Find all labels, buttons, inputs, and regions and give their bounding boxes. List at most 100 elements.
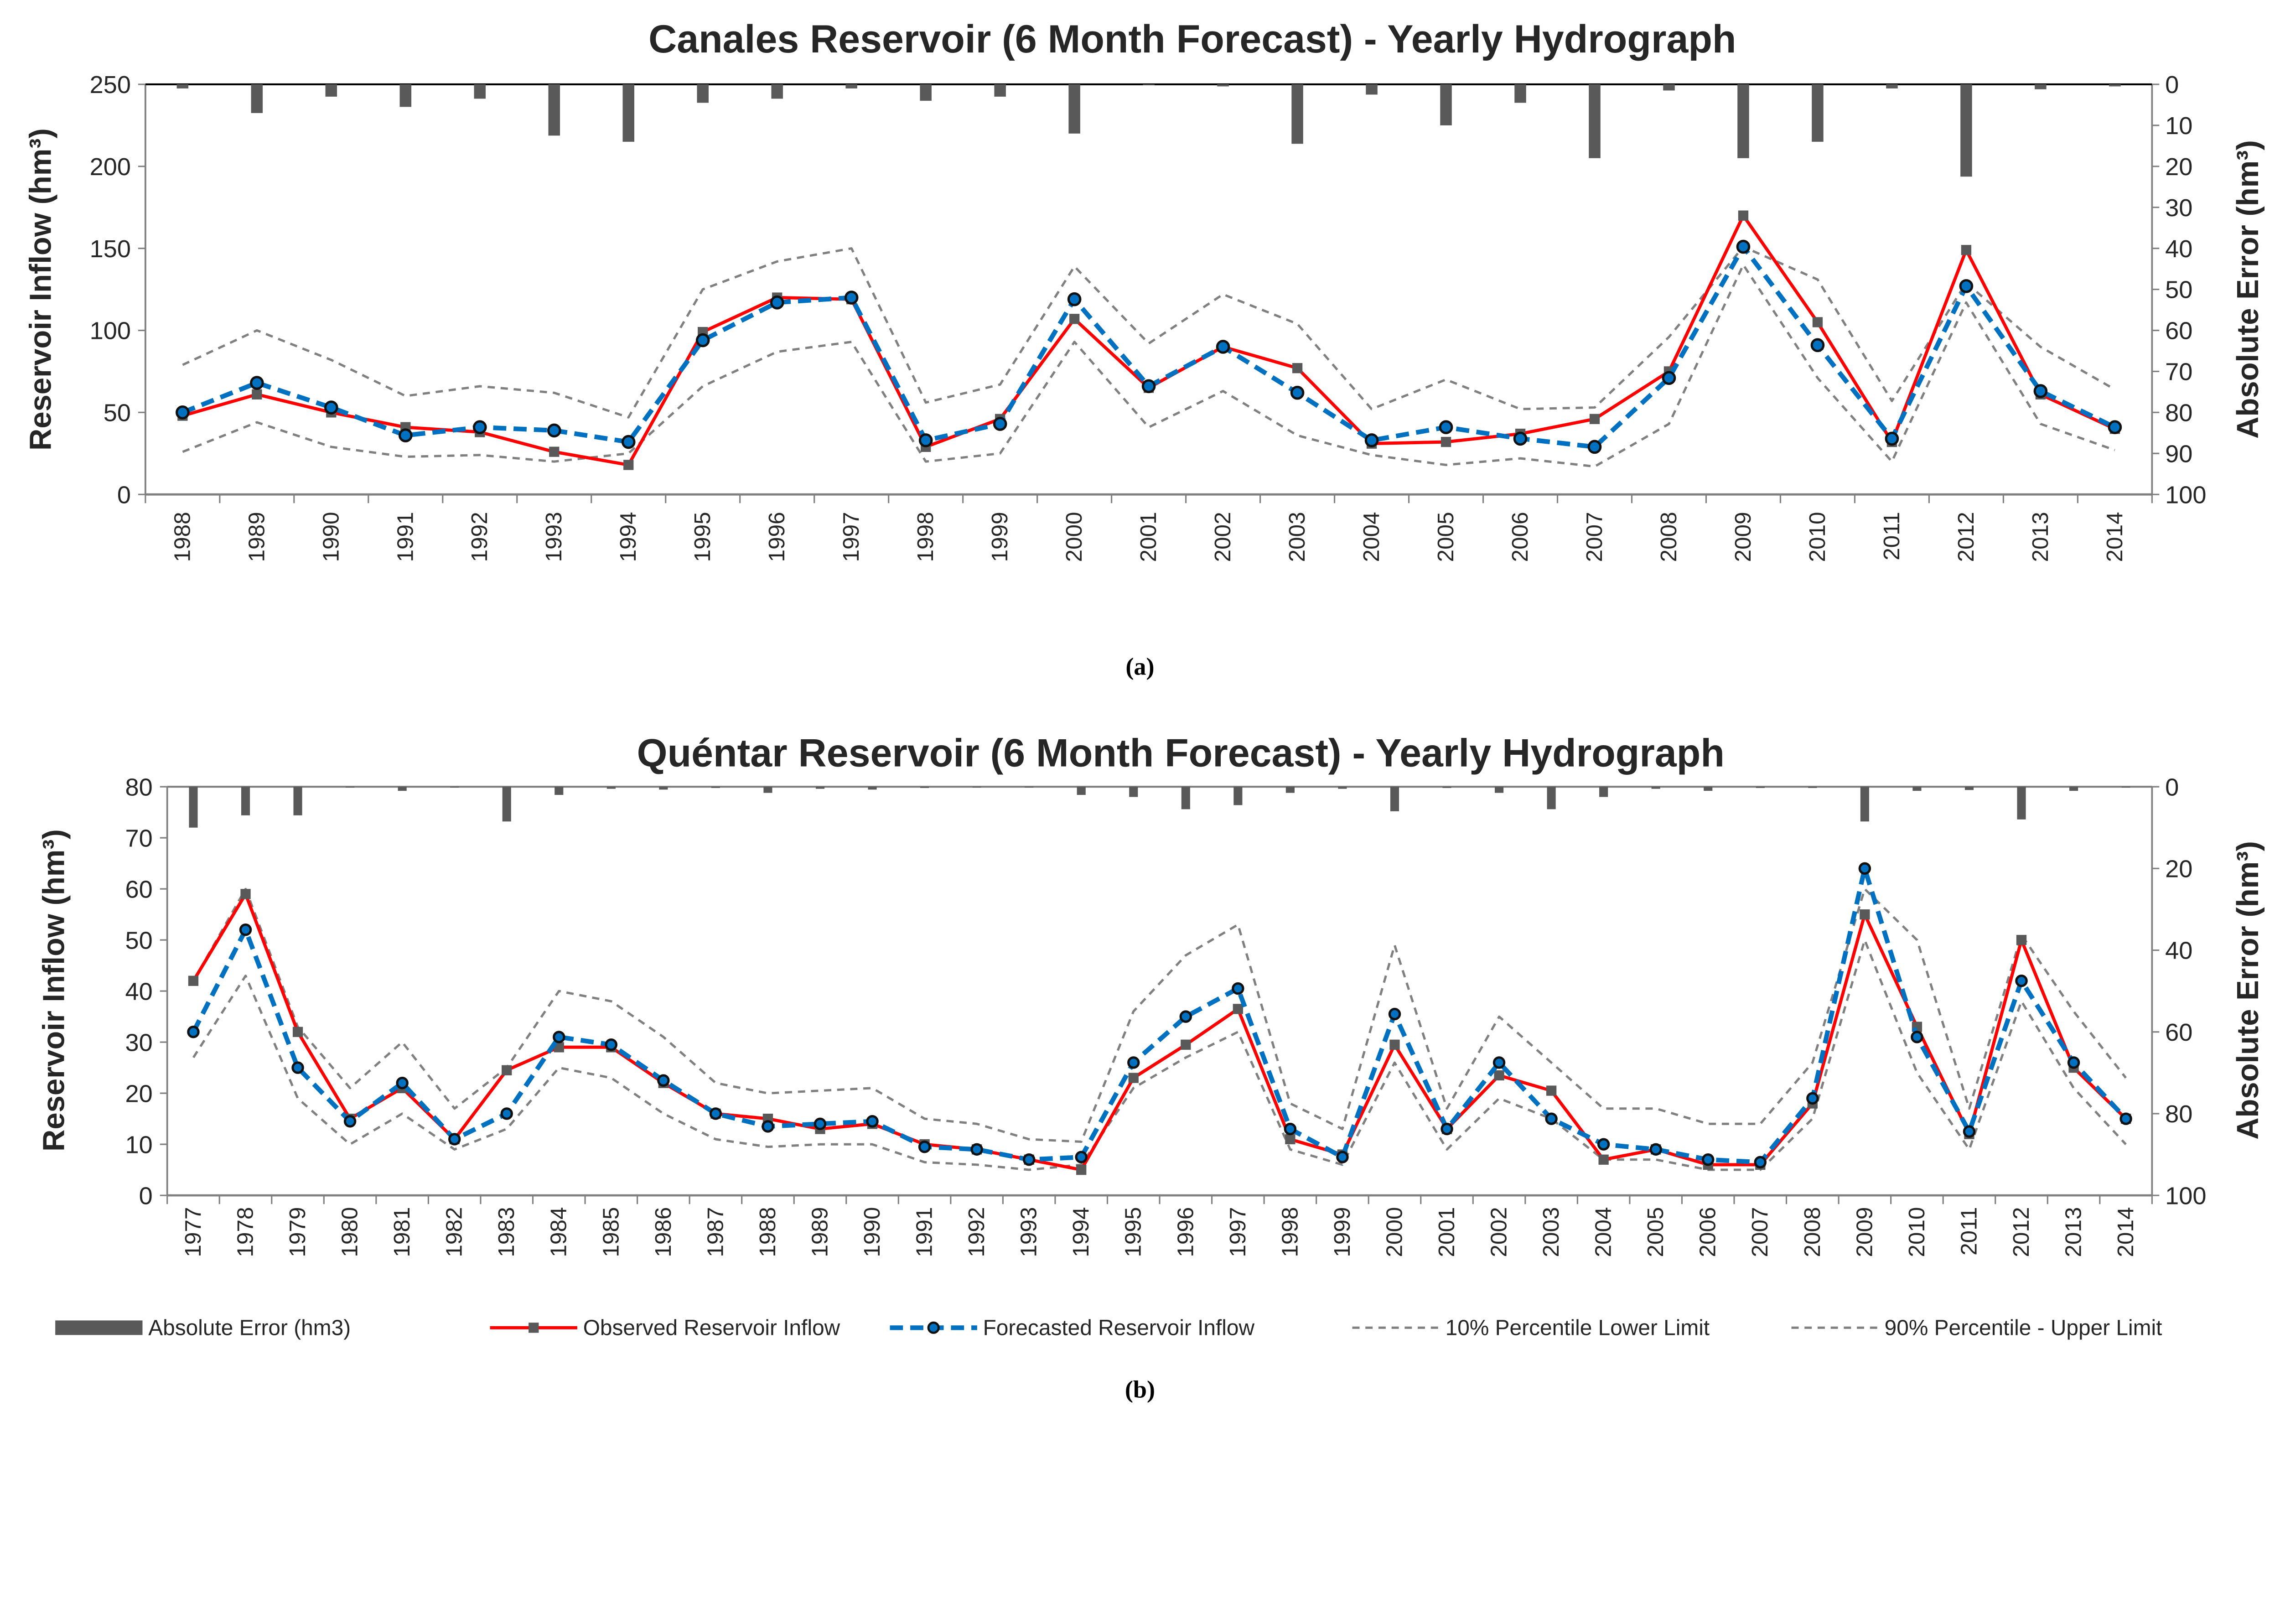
- forecast-point: [1232, 982, 1244, 995]
- x-tick-label: 2001: [1136, 512, 1161, 562]
- error-bar: [920, 84, 932, 101]
- forecast-point: [695, 333, 710, 348]
- forecast-point: [1492, 1056, 1506, 1069]
- error-bar: [1217, 84, 1229, 87]
- lower-line: [182, 264, 2115, 468]
- error-bar: [1181, 787, 1190, 809]
- forecast-point: [2067, 1056, 2080, 1069]
- forecast-point: [1810, 338, 1825, 353]
- error-bar: [1964, 787, 1974, 790]
- legend: Absolute Error (hm3) Observed Reservoir I…: [55, 1316, 2162, 1340]
- y-tick-label: 70: [125, 825, 153, 852]
- x-tick-label: 2002: [1487, 1207, 1512, 1257]
- x-tick-label: 2010: [1904, 1207, 1929, 1257]
- error-bar: [1366, 84, 1378, 95]
- observed-point: [188, 975, 199, 986]
- error-bar: [972, 787, 981, 788]
- y-tick-label: 200: [90, 153, 131, 181]
- observed-point: [1069, 314, 1080, 324]
- forecast-point: [1022, 1153, 1036, 1166]
- observed-point: [1076, 1164, 1087, 1175]
- forecast-point: [657, 1074, 670, 1087]
- legend-item-observed: Observed Reservoir Inflow: [490, 1316, 840, 1340]
- y-tick-label: 0: [117, 481, 131, 508]
- forecast-point: [291, 1061, 304, 1074]
- x-tick-label: 1999: [1330, 1207, 1355, 1257]
- error-bar: [1495, 787, 1504, 793]
- observed-point: [1598, 1154, 1609, 1165]
- forecast-point: [1336, 1151, 1349, 1163]
- x-tick-label: 2007: [1582, 512, 1607, 562]
- x-tick-label: 2004: [1359, 512, 1384, 562]
- y2-tick-label: 60: [2165, 1019, 2192, 1046]
- error-bar: [622, 84, 635, 142]
- forecast-point: [472, 420, 487, 435]
- observed-line: [192, 892, 2127, 1172]
- error-bar: [2109, 84, 2121, 87]
- x-tick-label: 2009: [1852, 1207, 1877, 1257]
- error-bar: [815, 787, 825, 789]
- forecast-point: [399, 428, 413, 442]
- y2-tick-label: 40: [2165, 235, 2192, 263]
- forecast-point: [553, 1031, 565, 1043]
- observed-point: [1494, 1070, 1504, 1081]
- forecast-line: [181, 244, 2116, 450]
- legend-marker: [927, 1321, 940, 1334]
- error-bar: [1291, 84, 1303, 144]
- x-tick-label: 1996: [1173, 1207, 1198, 1257]
- observed-point: [2016, 934, 2027, 945]
- observed-point: [1389, 1039, 1400, 1050]
- x-tick-label: 1995: [1121, 1207, 1146, 1257]
- x-tick-label: 2014: [2113, 1207, 2138, 1257]
- x-tick-label: 2006: [1695, 1207, 1720, 1257]
- forecast-point: [1067, 292, 1082, 306]
- forecast-point: [1702, 1153, 1715, 1166]
- error-bar: [1860, 787, 1869, 822]
- error-bar: [293, 787, 302, 815]
- observed-point: [1441, 436, 1451, 447]
- x-tick-label: 2009: [1731, 512, 1756, 562]
- chart-title: Canales Reservoir (6 Month Forecast) - Y…: [648, 17, 1736, 61]
- x-tick-label: 1997: [1225, 1207, 1250, 1257]
- error-bar: [1886, 84, 1898, 88]
- x-tick-label: 1992: [964, 1207, 989, 1257]
- y-tick-label: 0: [139, 1182, 153, 1209]
- error-bar: [1233, 787, 1243, 805]
- forecast-point: [1179, 1010, 1192, 1023]
- y2-tick-label: 30: [2165, 194, 2192, 222]
- y-tick-label: 250: [90, 71, 131, 99]
- x-tick-label: 1978: [233, 1207, 258, 1257]
- forecast-point: [970, 1143, 983, 1156]
- x-tick-label: 2000: [1382, 1207, 1407, 1257]
- x-tick-label: 1994: [616, 512, 641, 562]
- y-tick-label: 60: [125, 876, 153, 903]
- x-tick-label: 2006: [1508, 512, 1533, 562]
- legend-label: Absolute Error (hm3): [148, 1316, 351, 1340]
- forecast-point: [866, 1115, 879, 1128]
- error-bar: [697, 84, 709, 103]
- error-bar: [1025, 787, 1034, 788]
- y-tick-label: 50: [104, 399, 131, 426]
- forecast-point: [547, 423, 561, 438]
- error-bar: [1912, 787, 1922, 791]
- observed-point: [1961, 245, 1972, 255]
- x-tick-label: 1989: [807, 1207, 832, 1257]
- error-bar: [1338, 787, 1347, 789]
- error-bar: [1514, 84, 1526, 103]
- forecast-point: [1806, 1092, 1819, 1105]
- forecast-point: [500, 1107, 513, 1120]
- upper-line: [182, 245, 2116, 419]
- observed-point: [1546, 1085, 1557, 1096]
- legend-item-error: Absolute Error (hm3): [55, 1316, 351, 1340]
- y2-tick-label: 100: [2165, 1182, 2206, 1209]
- forecast-point: [1754, 1156, 1767, 1169]
- error-bar: [1285, 787, 1295, 793]
- error-bar: [502, 787, 511, 822]
- x-tick-label: 1991: [912, 1207, 937, 1257]
- forecast-point: [770, 296, 784, 310]
- forecast-point: [187, 1026, 200, 1038]
- forecast-point: [1513, 431, 1528, 446]
- y-tick-label: 40: [125, 978, 153, 1005]
- x-tick-label: 1999: [987, 512, 1012, 562]
- x-tick-label: 1977: [181, 1207, 206, 1257]
